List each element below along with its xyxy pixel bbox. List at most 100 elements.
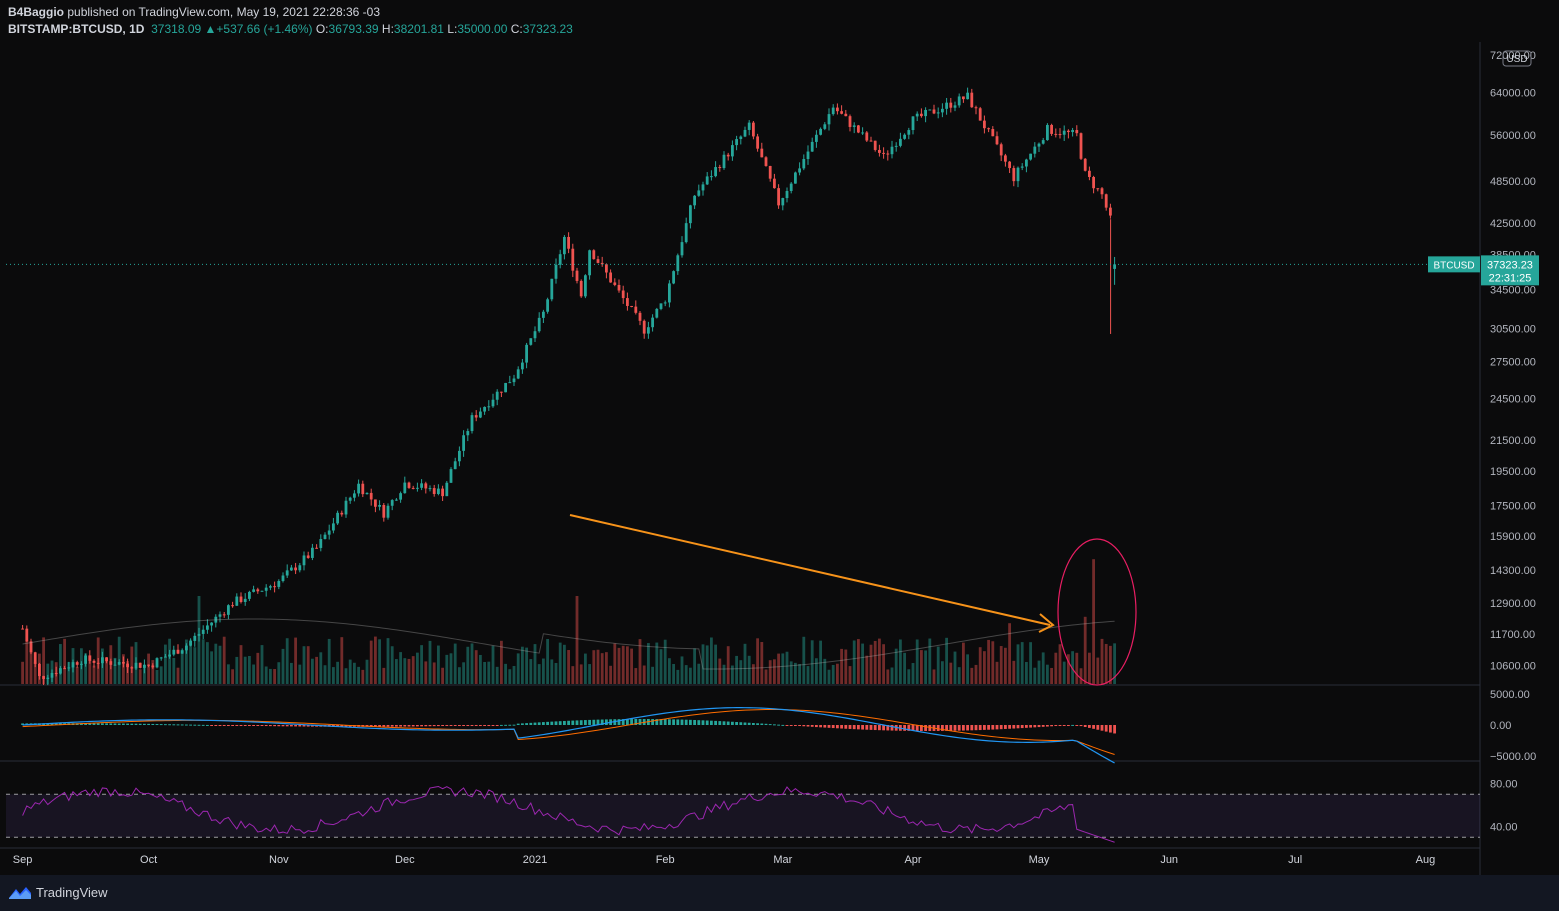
volume-bar [411, 656, 415, 684]
macd-hist-bar [1029, 725, 1032, 728]
candle-body [571, 248, 575, 271]
macd-hist-bar [743, 722, 747, 725]
candle-body [260, 590, 264, 592]
candle-body [756, 136, 759, 149]
volume-bar [126, 661, 129, 684]
candle-body [311, 547, 314, 558]
volume-bar [239, 645, 243, 684]
symbol-label[interactable]: BITSTAMP:BTCUSD, 1D [8, 22, 145, 36]
volume-bar [441, 667, 444, 684]
candle-body [50, 672, 54, 678]
macd-hist-bar [563, 720, 566, 725]
macd-hist-bar [983, 725, 986, 730]
volume-bar [483, 661, 486, 684]
volume-bar [92, 665, 96, 684]
candle-body [1096, 188, 1100, 190]
candles-group [21, 87, 1116, 686]
candle-body [777, 188, 780, 206]
volume-bar [458, 667, 461, 684]
macd-hist-bar [752, 723, 755, 725]
volume-bar [920, 650, 923, 684]
macd-hist-bar [844, 725, 848, 729]
time-tick-label: Aug [1416, 854, 1436, 866]
macd-hist-bar [369, 725, 373, 727]
volume-bar [243, 656, 247, 684]
candle-body [193, 635, 197, 641]
symbol-tag-box [1428, 256, 1480, 273]
macd-hist-bar [222, 725, 226, 726]
volume-bar [264, 666, 268, 684]
macd-hist-bar [1025, 725, 1028, 728]
volume-bar [752, 664, 755, 684]
candle-body [836, 107, 839, 112]
rsi-line [22, 785, 1115, 843]
price-tick-label: 56000.00 [1490, 130, 1536, 142]
candle-body [768, 165, 772, 179]
macd-hist-bar [584, 720, 587, 725]
price-tag-countdown: 22:31:25 [1489, 272, 1532, 284]
volume-bar [416, 652, 419, 684]
macd-hist-bar [269, 725, 272, 727]
candle-body [59, 668, 62, 674]
macd-hist-bar [911, 725, 915, 731]
macd-hist-bar [479, 725, 482, 726]
macd-hist-bar [1008, 725, 1011, 729]
price-tick-label: 64000.00 [1490, 88, 1536, 100]
volume-bar [899, 639, 902, 684]
volume-bar [609, 665, 612, 684]
macd-hist-bar [1100, 725, 1104, 731]
candle-body [789, 183, 793, 191]
candle-body [529, 338, 533, 345]
candle-body [302, 555, 306, 566]
macd-hist-bar [143, 723, 146, 725]
volume-bar [407, 658, 411, 684]
macd-hist-bar [592, 719, 596, 725]
candle-body [508, 382, 512, 384]
macd-hist-bar [999, 725, 1003, 730]
candle-body [689, 205, 692, 224]
volume-bar [143, 665, 146, 684]
macd-hist-bar [1020, 725, 1024, 729]
volume-bar [747, 655, 751, 684]
volume-bar [840, 648, 843, 684]
candle-body [1088, 170, 1091, 177]
candle-body [714, 167, 717, 177]
volume-bar [231, 669, 234, 684]
volume-bar [453, 643, 457, 684]
candle-body [1113, 264, 1116, 269]
macd-hist-bar [554, 721, 558, 725]
chart-canvas[interactable]: 72000.00 64000.00 56000.00 48500.00 42500.00… [0, 0, 1559, 875]
brand-logo[interactable]: TradingView [8, 885, 108, 900]
candle-body [75, 662, 79, 665]
volume-bar [1088, 652, 1091, 684]
volume-bar [323, 665, 327, 684]
candle-body [210, 622, 213, 626]
candle-body [336, 512, 339, 524]
macd-hist-bar [1104, 725, 1108, 732]
macd-hist-bar [248, 725, 251, 726]
macd-hist-bar [1033, 725, 1037, 728]
author-name[interactable]: B4Baggio [8, 5, 65, 19]
candle-body [747, 122, 751, 130]
candle-body [403, 482, 407, 494]
candle-body [319, 539, 323, 548]
candle-body [974, 107, 978, 109]
candle-body [647, 327, 650, 334]
volume-bar [25, 640, 29, 684]
macd-hist-bar [915, 725, 919, 731]
macd-hist-bar [101, 723, 104, 725]
candle-body [159, 657, 163, 659]
candle-body [991, 129, 995, 137]
price-tick-label: 10600.00 [1490, 660, 1536, 672]
candle-body [840, 111, 843, 114]
candle-body [273, 586, 276, 588]
volume-bar [810, 640, 814, 684]
macd-hist-bar [533, 722, 537, 725]
rsi-tick-label: 40.00 [1490, 822, 1518, 834]
macd-hist-bar [1016, 725, 1020, 729]
macd-hist-bar [575, 720, 579, 725]
macd-hist-bar [290, 725, 293, 727]
currency-badge-text: USD [1506, 54, 1527, 65]
volume-bar [764, 669, 768, 684]
macd-hist-bar [437, 725, 440, 727]
